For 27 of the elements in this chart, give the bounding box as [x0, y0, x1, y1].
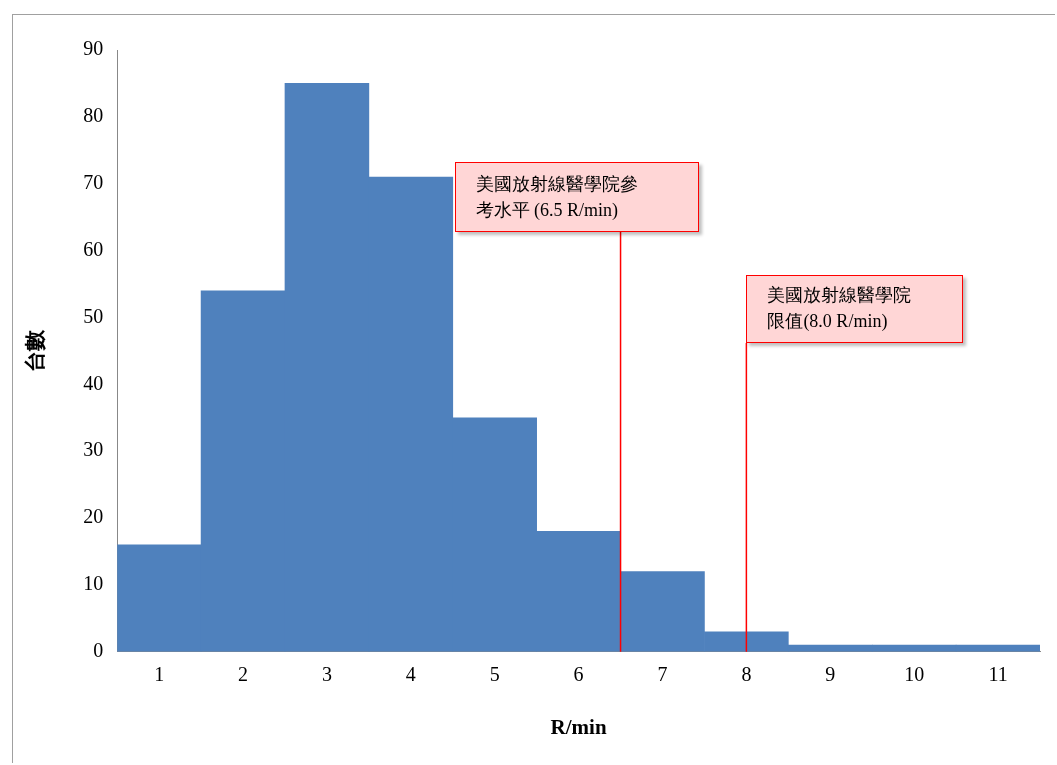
y-tick-label: 90 — [83, 37, 104, 60]
y-tick-label: 40 — [83, 371, 104, 394]
x-tick-label: 4 — [405, 663, 416, 686]
y-tick-label: 80 — [83, 104, 104, 127]
callout-box: 美國放射線醫學院限值(8.0 R/min) — [746, 275, 964, 343]
x-tick-label: 9 — [825, 663, 836, 686]
y-tick-label: 10 — [83, 572, 104, 595]
ref-line-label: 美國放射線醫學院參考水平 (6.5 R/min) — [475, 173, 639, 222]
y-tick-label: 0 — [93, 639, 104, 662]
x-tick-label: 8 — [741, 663, 752, 686]
x-tick-label: 5 — [489, 663, 500, 686]
y-tick-label: 60 — [83, 237, 104, 260]
y-tick-label: 20 — [83, 505, 104, 528]
x-axis-title: R/min — [550, 714, 607, 739]
y-tick-label: 70 — [83, 170, 104, 193]
x-tick-label: 7 — [657, 663, 668, 686]
x-tick-label: 1 — [154, 663, 165, 686]
ref-line-label: 美國放射線醫學院限值(8.0 R/min) — [767, 284, 913, 333]
y-tick-label: 30 — [83, 438, 104, 461]
y-tick-label: 50 — [83, 304, 104, 327]
x-tick-label: 6 — [573, 663, 584, 686]
x-tick-label: 2 — [238, 663, 249, 686]
x-tick-label: 11 — [988, 663, 1008, 686]
y-axis-title: 台數 — [23, 328, 48, 372]
x-tick-label: 10 — [904, 663, 925, 686]
x-tick-label: 3 — [321, 663, 332, 686]
callout-box: 美國放射線醫學院參考水平 (6.5 R/min) — [454, 162, 699, 232]
